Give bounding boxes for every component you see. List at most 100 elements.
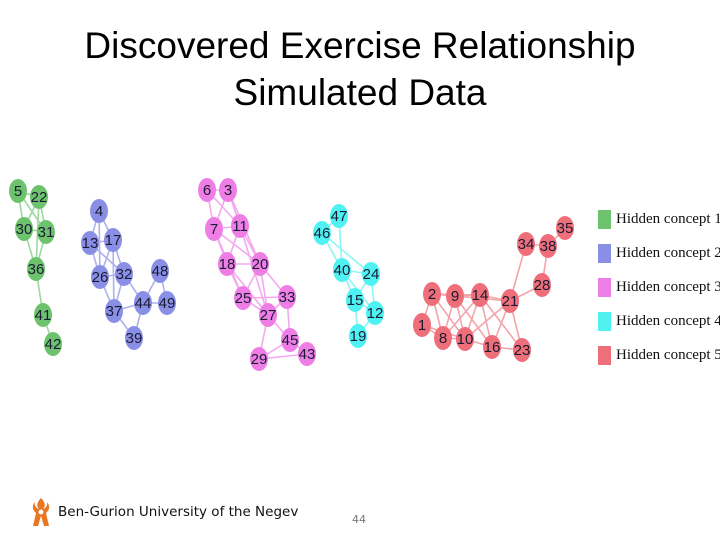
graph-node-label: 18 (219, 256, 236, 273)
graph-node-circle (81, 231, 99, 255)
graph-node-circle (556, 216, 574, 240)
graph-node: 39 (125, 326, 143, 350)
graph-node-label: 45 (282, 332, 299, 349)
graph-node-label: 9 (451, 288, 459, 305)
graph-node: 38 (539, 234, 557, 258)
graph-node-circle (198, 178, 216, 202)
graph-node-label: 28 (534, 277, 551, 294)
university-logo-icon (32, 498, 50, 526)
graph-node-label: 11 (232, 218, 248, 235)
page-number: 44 (352, 513, 366, 526)
legend-swatch (598, 209, 611, 229)
graph-node: 7 (205, 217, 223, 241)
graph-node-circle (483, 335, 501, 359)
graph-node: 15 (346, 288, 364, 312)
graph-node-label: 22 (31, 189, 48, 206)
graph-node-label: 25 (235, 290, 252, 307)
graph-node-circle (501, 289, 519, 313)
graph-node-label: 10 (457, 331, 474, 348)
graph-node-label: 24 (363, 266, 380, 283)
graph-node: 13 (81, 231, 99, 255)
graph-node-label: 17 (105, 232, 122, 249)
graph-node-label: 48 (152, 263, 169, 280)
graph-node-label: 31 (38, 224, 55, 241)
footer: Ben-Gurion University of the Negev (28, 496, 298, 528)
graph-edge (479, 294, 523, 351)
graph-node-circle (234, 286, 252, 310)
graph-node-circle (259, 303, 277, 327)
graph-node-circle (333, 258, 351, 282)
graph-node: 47 (330, 204, 348, 228)
graph-node: 22 (30, 185, 48, 209)
graph-node: 28 (533, 273, 551, 297)
university-name: Ben-Gurion University of the Negev (58, 504, 299, 520)
graph-node-label: 35 (557, 220, 574, 237)
graph-node-circle (413, 313, 431, 337)
graph-node-circle (298, 342, 316, 366)
graph-node: 16 (483, 335, 501, 359)
graph-node-circle (533, 273, 551, 297)
graph-node: 27 (259, 303, 277, 327)
graph-node: 8 (434, 326, 452, 350)
graph-node: 19 (349, 324, 367, 348)
graph-node-label: 7 (210, 221, 218, 238)
graph-node: 30 (15, 217, 33, 241)
graph-node-circle (517, 232, 535, 256)
graph-node: 49 (158, 291, 176, 315)
graph-node: 34 (517, 232, 535, 256)
graph-node-circle (456, 327, 474, 351)
graph-node-circle (15, 217, 33, 241)
graph-node-label: 33 (279, 289, 296, 306)
graph-node: 41 (34, 303, 52, 327)
graph-node-circle (446, 284, 464, 308)
graph-node-label: 47 (331, 208, 348, 225)
graph-node-circle (330, 204, 348, 228)
graph-node-circle (90, 199, 108, 223)
graph-node-circle (205, 217, 223, 241)
graph-node: 29 (250, 347, 268, 371)
graph-node: 36 (27, 257, 45, 281)
graph-node-circle (158, 291, 176, 315)
legend-item: Hidden concept 3 (598, 270, 720, 304)
title-line-1: Discovered Exercise Relationship (84, 25, 636, 66)
legend-item: Hidden concept 4 (598, 304, 720, 338)
graph-node-label: 2 (428, 286, 436, 303)
graph-node-circle (539, 234, 557, 258)
legend-label: Hidden concept 3 (616, 278, 720, 295)
graph-node-label: 14 (472, 287, 489, 304)
graph-node-circle (281, 328, 299, 352)
graph-node-label: 26 (92, 269, 109, 286)
graph-node-label: 41 (35, 307, 52, 324)
graph-node: 12 (366, 301, 384, 325)
graph-node-circle (44, 332, 62, 356)
graph-node-circle (34, 303, 52, 327)
graph-node: 23 (513, 338, 531, 362)
graph-node-label: 13 (82, 235, 99, 252)
graph-node: 5 (9, 179, 27, 203)
graph-node-label: 15 (347, 292, 364, 309)
graph-node: 35 (556, 216, 574, 240)
graph-node-circle (349, 324, 367, 348)
graph-node-label: 4 (95, 203, 103, 220)
graph-node: 25 (234, 286, 252, 310)
graph-node-label: 44 (135, 295, 152, 312)
graph-node-circle (231, 214, 249, 238)
graph-node: 21 (501, 289, 519, 313)
graph-node: 20 (251, 252, 269, 276)
graph-node-label: 43 (299, 346, 316, 363)
graph-node-circle (313, 221, 331, 245)
graph-node: 33 (278, 285, 296, 309)
legend-item: Hidden concept 2 (598, 236, 720, 270)
graph-node-label: 38 (540, 238, 557, 255)
legend-swatch (598, 243, 611, 263)
graph-node-circle (9, 179, 27, 203)
graph-node-label: 42 (45, 336, 62, 353)
graph-node-circle (91, 265, 109, 289)
graph-node-circle (27, 257, 45, 281)
graph-node: 18 (218, 252, 236, 276)
graph-edge (321, 232, 372, 275)
graph-node-circle (366, 301, 384, 325)
graph-node-label: 20 (252, 256, 269, 273)
graph-node: 26 (91, 265, 109, 289)
